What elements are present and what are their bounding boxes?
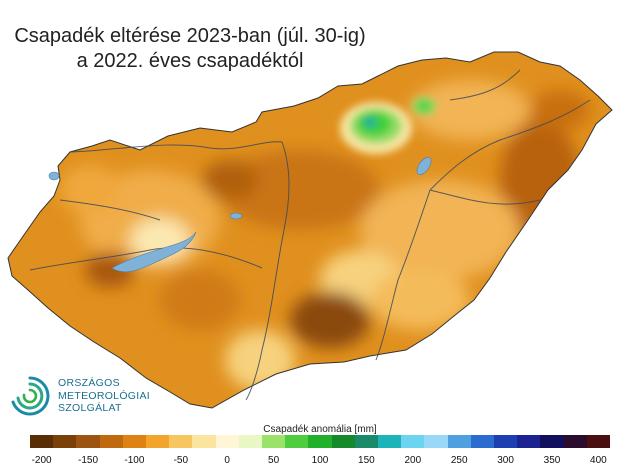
title-line-1: Csapadék eltérése 2023-ban (júl. 30-ig)	[14, 25, 366, 47]
legend-tick-label: -50	[173, 455, 189, 466]
legend-swatch	[192, 435, 216, 448]
legend-tick-label: -100	[124, 455, 145, 466]
wet-area	[340, 97, 436, 154]
legend-tick-label: 0	[224, 455, 230, 466]
legend-swatch	[586, 435, 611, 448]
legend-tick-label: 50	[268, 455, 280, 466]
legend-swatch	[76, 435, 100, 448]
koros-river	[429, 189, 541, 205]
logo-line-3: SZOLGÁLAT	[58, 402, 122, 414]
legend-swatch	[447, 435, 471, 448]
legend-tick-label: -150	[77, 455, 99, 466]
legend-swatch	[238, 435, 263, 448]
legend-ticks: -200 -150 -100 -50 0 50 100 150 200 250 300 350 400	[0, 455, 640, 471]
logo-line-2: METEOROLÓGIAI	[58, 389, 150, 402]
danube-river	[69, 141, 290, 401]
legend-swatch	[540, 435, 564, 448]
legend-tick-label: 100	[311, 455, 329, 466]
legend-tick-label: 150	[358, 455, 375, 466]
velencei-lake	[229, 212, 243, 220]
legend-title: Csapadék anomália [mm]	[263, 424, 377, 435]
map-title: Csapadék eltérése 2023-ban (júl. 30-ig) …	[0, 24, 380, 74]
legend-tick-label: 250	[450, 455, 468, 466]
legend-swatch	[99, 435, 123, 448]
legend-swatch	[354, 435, 379, 448]
legend-swatch	[146, 435, 170, 448]
legend-swatch	[215, 435, 239, 448]
omsz-emblem-icon	[11, 376, 50, 416]
ferto-lake	[48, 171, 60, 181]
legend-colorbar	[30, 435, 611, 448]
legend-swatch	[331, 435, 355, 448]
legend-tick-label: -200	[31, 455, 52, 466]
legend-swatch	[262, 435, 286, 448]
legend-tick-label: 400	[590, 455, 607, 466]
legend-swatch	[424, 435, 448, 448]
legend-swatch	[401, 435, 425, 448]
legend-swatch	[494, 435, 518, 448]
sajo-river	[449, 69, 521, 101]
legend-tick-label: 350	[543, 455, 561, 466]
lakes	[48, 157, 432, 273]
rivers	[29, 69, 591, 401]
legend-swatch	[563, 435, 587, 448]
legend-swatch	[53, 435, 77, 448]
legend-swatch	[122, 435, 147, 448]
anomaly-map	[7, 51, 613, 409]
legend-swatch	[308, 435, 332, 448]
tisza-lake	[416, 157, 432, 175]
omsz-logo: ORSZÁGOS METEOROLÓGIAI SZOLGÁLAT	[6, 372, 206, 424]
balaton-lake	[111, 231, 197, 273]
legend-swatch	[285, 435, 309, 448]
title-line-2: a 2022. éves csapadéktól	[76, 50, 304, 72]
raba-river	[59, 199, 161, 221]
legend-swatch	[378, 435, 402, 448]
logo-line-1: ORSZÁGOS	[58, 377, 120, 389]
legend-swatch	[169, 435, 193, 448]
legend-swatch	[30, 435, 54, 448]
drava-river	[29, 247, 263, 271]
legend-swatch	[517, 435, 541, 448]
legend-swatch	[470, 435, 495, 448]
legend-tick-label: 200	[404, 455, 422, 466]
legend-tick-label: 300	[497, 455, 514, 466]
